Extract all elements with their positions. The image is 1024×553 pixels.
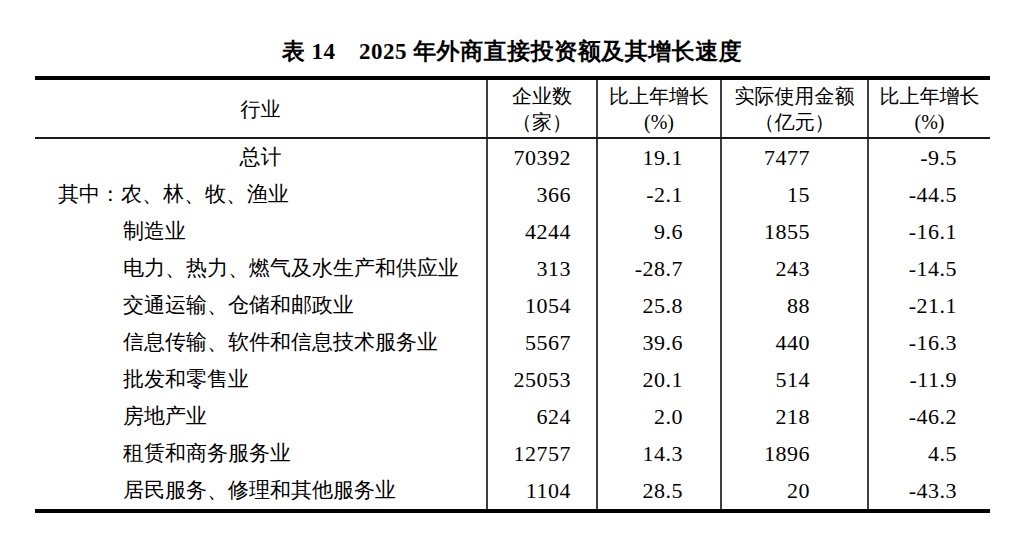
enterprise-growth-cell: 19.1 [597, 138, 721, 176]
amount-growth-cell: -44.5 [868, 176, 990, 213]
enterprise-count-cell: 12757 [487, 435, 597, 472]
amount-used-cell: 218 [721, 398, 868, 435]
enterprise-growth-cell: 14.3 [597, 435, 721, 472]
table-row: 电力、热力、燃气及水生产和供应业 313 -28.7 243 -14.5 [35, 250, 990, 287]
amount-used-cell: 243 [721, 250, 868, 287]
table-row: 制造业 4244 9.6 1855 -16.1 [35, 213, 990, 250]
enterprise-count-cell: 313 [487, 250, 597, 287]
document-page: 表 14 2025 年外商直接投资额及其增长速度 行业 企业数 （家） 比上年增… [0, 0, 1024, 553]
table-row: 房地产业 624 2.0 218 -46.2 [35, 398, 990, 435]
col-header-amount-growth: 比上年增长 (%) [868, 78, 990, 138]
fdi-table: 行业 企业数 （家） 比上年增长 (%) 实际使用金额 （亿元） 比上年增长 (… [35, 76, 990, 513]
amount-growth-cell: 4.5 [868, 435, 990, 472]
industry-cell: 交通运输、仓储和邮政业 [35, 287, 487, 324]
enterprise-count-cell: 624 [487, 398, 597, 435]
enterprise-growth-cell: -28.7 [597, 250, 721, 287]
amount-growth-cell: -21.1 [868, 287, 990, 324]
amount-growth-cell: -16.1 [868, 213, 990, 250]
amount-used-cell: 514 [721, 361, 868, 398]
amount-growth-cell: -11.9 [868, 361, 990, 398]
enterprise-count-cell: 1104 [487, 472, 597, 511]
enterprise-count-cell: 4244 [487, 213, 597, 250]
amount-used-cell: 15 [721, 176, 868, 213]
table-row: 交通运输、仓储和邮政业 1054 25.8 88 -21.1 [35, 287, 990, 324]
industry-cell: 房地产业 [35, 398, 487, 435]
industry-cell: 租赁和商务服务业 [35, 435, 487, 472]
enterprise-growth-cell: -2.1 [597, 176, 721, 213]
table-row: 总计 70392 19.1 7477 -9.5 [35, 138, 990, 176]
amount-growth-cell: -43.3 [868, 472, 990, 511]
table-row: 批发和零售业 25053 20.1 514 -11.9 [35, 361, 990, 398]
table-row: 居民服务、修理和其他服务业 1104 28.5 20 -43.3 [35, 472, 990, 511]
enterprise-count-cell: 70392 [487, 138, 597, 176]
enterprise-growth-cell: 39.6 [597, 324, 721, 361]
industry-label: 农、林、牧、渔业 [121, 182, 289, 206]
amount-growth-cell: -16.3 [868, 324, 990, 361]
amount-used-cell: 1896 [721, 435, 868, 472]
enterprise-count-cell: 25053 [487, 361, 597, 398]
enterprise-growth-cell: 28.5 [597, 472, 721, 511]
enterprise-growth-cell: 9.6 [597, 213, 721, 250]
amount-growth-cell: -14.5 [868, 250, 990, 287]
enterprise-growth-cell: 2.0 [597, 398, 721, 435]
amount-used-cell: 440 [721, 324, 868, 361]
enterprise-count-cell: 1054 [487, 287, 597, 324]
amount-growth-cell: -46.2 [868, 398, 990, 435]
col-header-amount-used: 实际使用金额 （亿元） [721, 78, 868, 138]
industry-cell: 制造业 [35, 213, 487, 250]
col-header-enterprise-count: 企业数 （家） [487, 78, 597, 138]
table-row: 信息传输、软件和信息技术服务业 5567 39.6 440 -16.3 [35, 324, 990, 361]
enterprise-count-cell: 5567 [487, 324, 597, 361]
enterprise-growth-cell: 20.1 [597, 361, 721, 398]
industry-cell: 信息传输、软件和信息技术服务业 [35, 324, 487, 361]
col-header-enterprise-growth: 比上年增长 (%) [597, 78, 721, 138]
table-header: 行业 企业数 （家） 比上年增长 (%) 实际使用金额 （亿元） 比上年增长 (… [35, 78, 990, 138]
enterprise-count-cell: 366 [487, 176, 597, 213]
col-header-industry: 行业 [35, 78, 487, 138]
enterprise-growth-cell: 25.8 [597, 287, 721, 324]
industry-cell: 总计 [35, 138, 487, 176]
row-prefix: 其中： [58, 182, 121, 206]
table-row: 其中：农、林、牧、渔业 366 -2.1 15 -44.5 [35, 176, 990, 213]
industry-cell: 电力、热力、燃气及水生产和供应业 [35, 250, 487, 287]
industry-cell: 其中：农、林、牧、渔业 [35, 176, 487, 213]
amount-growth-cell: -9.5 [868, 138, 990, 176]
amount-used-cell: 1855 [721, 213, 868, 250]
industry-cell: 居民服务、修理和其他服务业 [35, 472, 487, 511]
amount-used-cell: 20 [721, 472, 868, 511]
table-title: 表 14 2025 年外商直接投资额及其增长速度 [0, 36, 1024, 67]
amount-used-cell: 7477 [721, 138, 868, 176]
industry-cell: 批发和零售业 [35, 361, 487, 398]
table-row: 租赁和商务服务业 12757 14.3 1896 4.5 [35, 435, 990, 472]
col-header-industry-label: 行业 [35, 96, 486, 122]
header-row: 行业 企业数 （家） 比上年增长 (%) 实际使用金额 （亿元） 比上年增长 (… [35, 78, 990, 138]
table-body: 总计 70392 19.1 7477 -9.5 其中：农、林、牧、渔业 366 … [35, 138, 990, 511]
amount-used-cell: 88 [721, 287, 868, 324]
